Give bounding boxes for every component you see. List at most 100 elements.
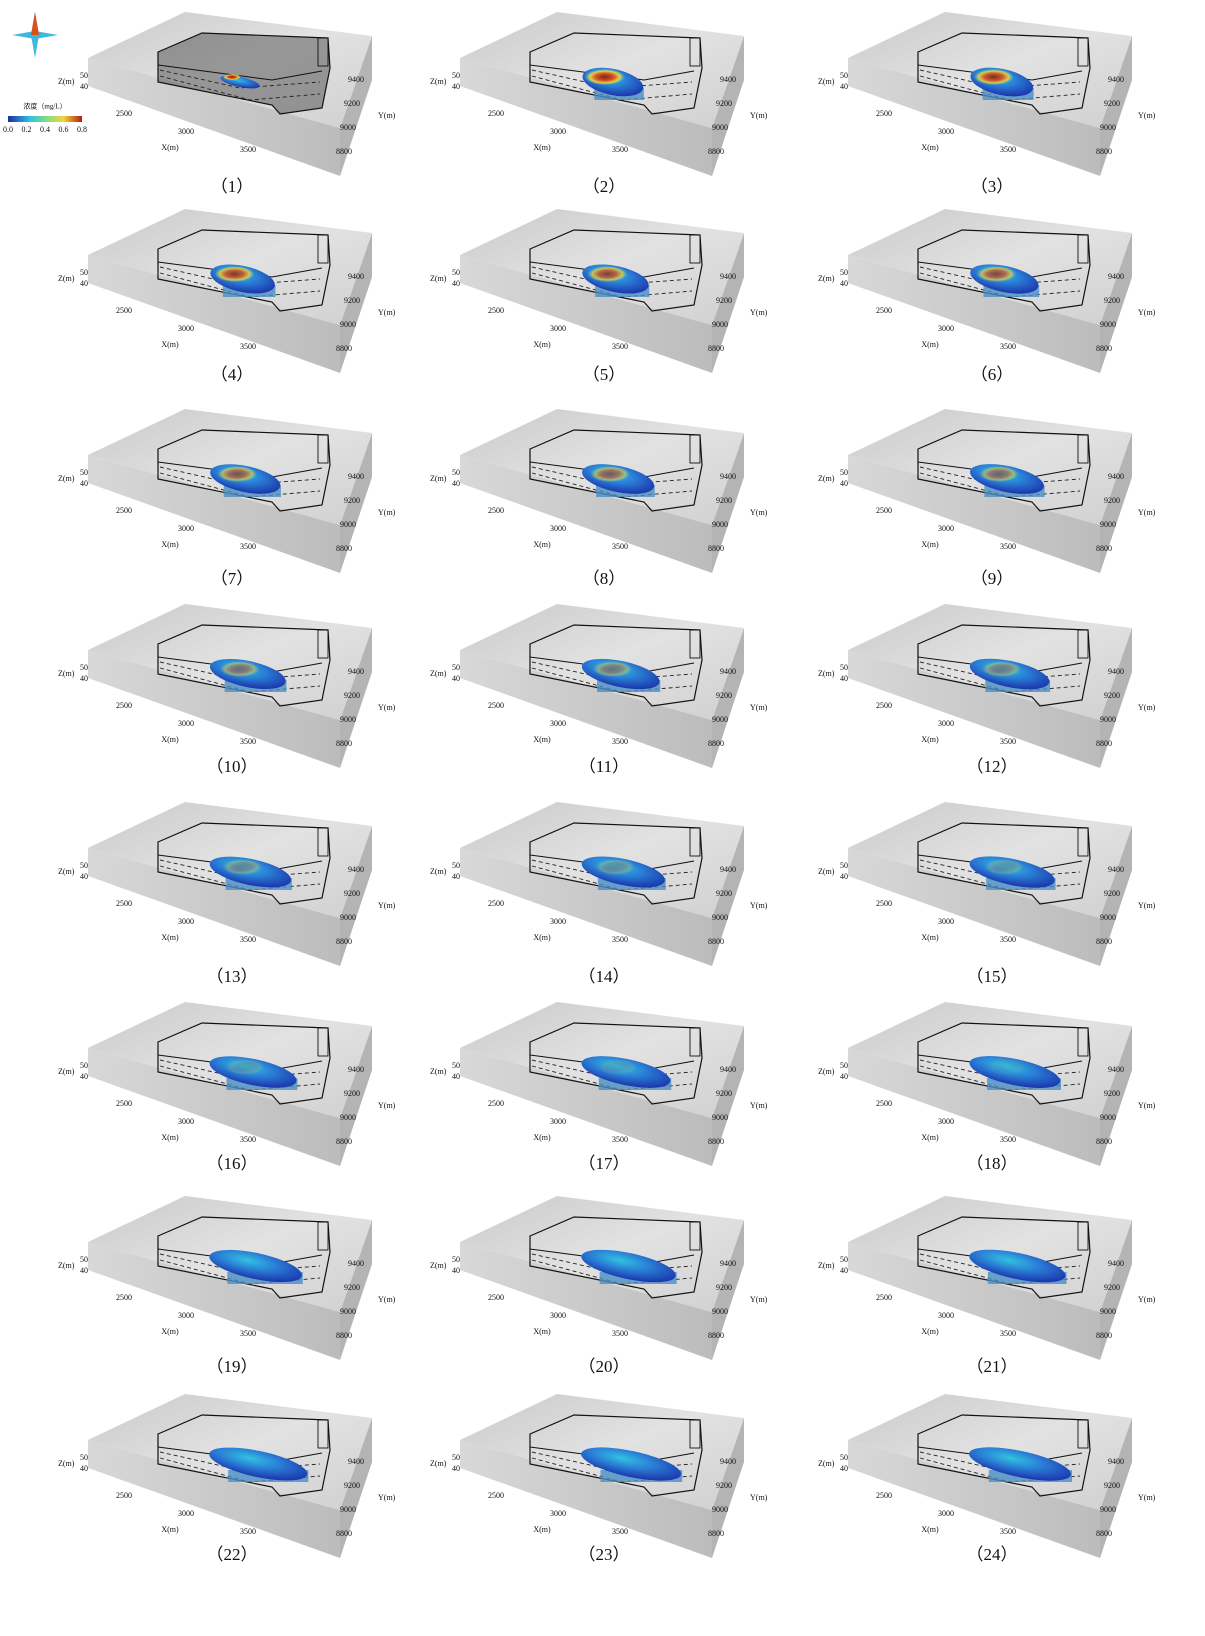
y-tick-label: 9400: [1108, 75, 1124, 84]
x-tick-label: 3500: [1000, 1329, 1016, 1338]
y-tick-label: 9200: [1104, 99, 1120, 108]
x-tick-label: 2500: [116, 1491, 132, 1500]
x-axis-label: X(m): [533, 1327, 551, 1336]
x-tick-label: 3000: [178, 1311, 194, 1320]
y-tick-label: 9200: [716, 691, 732, 700]
plume-core: [598, 1059, 638, 1075]
x-tick-label: 3000: [178, 127, 194, 136]
y-tick-label: 9000: [340, 320, 356, 329]
y-tick-label: 8800: [708, 344, 724, 353]
panel: Z(m)5040250030003500X(m)9400920090008800…: [430, 409, 768, 588]
y-tick-label: 9000: [340, 520, 356, 529]
x-tick-label: 3500: [1000, 1527, 1016, 1536]
z-tick-label: 40: [840, 872, 848, 881]
y-axis-label: Y(m): [378, 111, 396, 120]
y-tick-label: 9200: [1104, 496, 1120, 505]
x-tick-label: 2500: [876, 109, 892, 118]
panel-caption: （16）: [207, 1154, 258, 1173]
y-tick-label: 9000: [340, 1505, 356, 1514]
z-tick-label: 40: [840, 674, 848, 683]
x-tick-label: 3500: [612, 145, 628, 154]
z-tick-label: 40: [80, 1072, 88, 1081]
y-tick-label: 8800: [708, 1529, 724, 1538]
panel-caption: （19）: [207, 1357, 258, 1376]
z-tick-label: 50: [80, 861, 88, 870]
y-axis-label: Y(m): [378, 1493, 396, 1502]
z-tick-label: 40: [840, 82, 848, 91]
panel-caption: （24）: [967, 1545, 1018, 1564]
x-tick-label: 2500: [116, 109, 132, 118]
x-tick-label: 3500: [612, 542, 628, 551]
panel: Z(m)5040250030003500X(m)9400920090008800…: [818, 409, 1156, 588]
z-axis-label: Z(m): [58, 1261, 75, 1270]
z-tick-label: 40: [452, 82, 460, 91]
x-tick-label: 3500: [1000, 542, 1016, 551]
z-axis-label: Z(m): [58, 1459, 75, 1468]
y-axis-label: Y(m): [750, 1295, 768, 1304]
panel-caption: （14）: [579, 967, 630, 986]
y-tick-label: 9400: [720, 865, 736, 874]
y-axis-label: Y(m): [1138, 1295, 1156, 1304]
y-tick-label: 9400: [1108, 472, 1124, 481]
x-axis-label: X(m): [533, 1133, 551, 1142]
x-tick-label: 3500: [240, 542, 256, 551]
x-tick-label: 3000: [938, 917, 954, 926]
y-tick-label: 9000: [712, 123, 728, 132]
panel: Z(m)5040250030003500X(m)9400920090008800…: [818, 604, 1156, 776]
y-tick-label: 8800: [336, 739, 352, 748]
z-tick-label: 40: [452, 1072, 460, 1081]
z-axis-label: Z(m): [818, 1459, 835, 1468]
y-tick-label: 8800: [1096, 1529, 1112, 1538]
x-tick-label: 2500: [876, 1293, 892, 1302]
z-tick-label: 50: [840, 71, 848, 80]
z-tick-label: 40: [80, 479, 88, 488]
x-axis-label: X(m): [533, 1525, 551, 1534]
legend-tick: 0.4: [40, 125, 50, 134]
z-axis-label: Z(m): [430, 1067, 447, 1076]
x-tick-label: 3000: [178, 524, 194, 533]
y-axis-label: Y(m): [1138, 1493, 1156, 1502]
panel: Z(m)5040250030003500X(m)9400920090008800…: [430, 12, 768, 196]
z-tick-label: 50: [80, 663, 88, 672]
z-tick-label: 50: [80, 1453, 88, 1462]
panel-caption: （2）: [583, 177, 626, 196]
z-tick-label: 50: [80, 468, 88, 477]
y-tick-label: 9000: [340, 1307, 356, 1316]
z-axis-label: Z(m): [818, 77, 835, 86]
y-tick-label: 9000: [712, 1505, 728, 1514]
x-axis-label: X(m): [921, 1525, 939, 1534]
y-tick-label: 9400: [348, 1457, 364, 1466]
panel-caption: （10）: [207, 757, 258, 776]
plume-core: [217, 466, 257, 482]
panel-caption: （12）: [967, 757, 1018, 776]
y-axis-label: Y(m): [378, 1101, 396, 1110]
y-tick-label: 9400: [720, 1065, 736, 1074]
y-tick-label: 9000: [1100, 1113, 1116, 1122]
x-axis-label: X(m): [161, 1525, 179, 1534]
legend-tick: 0.0: [3, 125, 13, 134]
y-tick-label: 9400: [720, 1457, 736, 1466]
plume-core: [225, 1059, 265, 1075]
x-tick-label: 3500: [612, 1135, 628, 1144]
plume-core: [984, 859, 1024, 875]
panel-caption: （11）: [579, 757, 629, 776]
plume-core: [215, 266, 255, 282]
y-tick-label: 9400: [1108, 1259, 1124, 1268]
y-tick-label: 8800: [336, 544, 352, 553]
y-tick-label: 9400: [348, 1259, 364, 1268]
z-tick-label: 50: [452, 71, 460, 80]
y-tick-label: 9400: [348, 1065, 364, 1074]
z-tick-label: 50: [80, 1255, 88, 1264]
x-tick-label: 2500: [488, 1491, 504, 1500]
x-tick-label: 2500: [116, 506, 132, 515]
z-axis-label: Z(m): [58, 474, 75, 483]
z-axis-label: Z(m): [818, 669, 835, 678]
panel-caption: （4）: [211, 365, 254, 384]
z-tick-label: 40: [452, 1464, 460, 1473]
x-axis-label: X(m): [533, 540, 551, 549]
x-tick-label: 3000: [938, 1117, 954, 1126]
z-axis-label: Z(m): [430, 1261, 447, 1270]
y-tick-label: 9400: [720, 75, 736, 84]
y-axis-label: Y(m): [1138, 111, 1156, 120]
y-axis-label: Y(m): [750, 111, 768, 120]
